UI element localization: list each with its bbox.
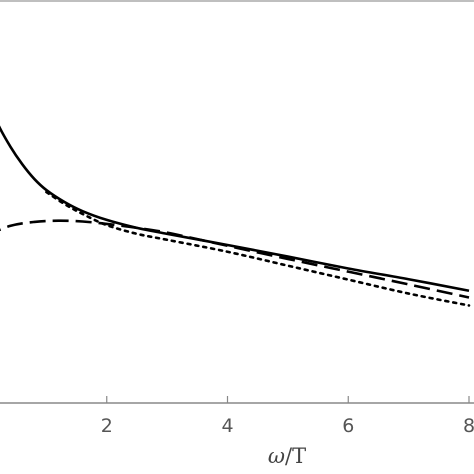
x-ticks: 2 4 6 8: [101, 396, 474, 437]
x-tick-label: 2: [101, 415, 113, 437]
plot-frame: [0, 0, 474, 404]
series-line-dashed: [0, 219, 470, 299]
series-line-dotted: [45, 190, 471, 307]
series-line-solid: [0, 125, 470, 293]
x-tick-label: 4: [221, 415, 233, 437]
x-tick-label: 8: [463, 415, 474, 437]
x-tick-label: 6: [342, 415, 354, 437]
x-axis-label: ω/T: [268, 444, 306, 468]
series-layer: [0, 125, 471, 307]
